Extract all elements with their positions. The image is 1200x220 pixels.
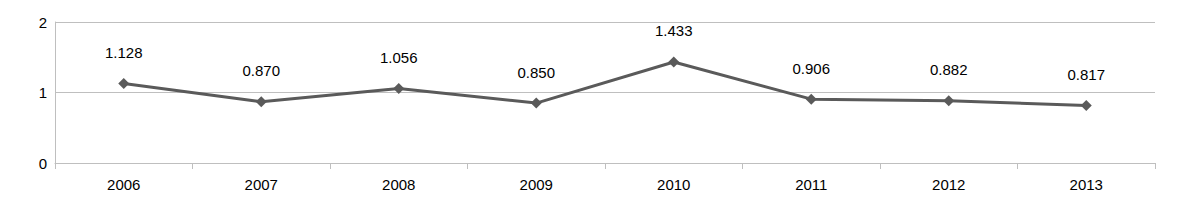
svg-text:1.056: 1.056 bbox=[380, 49, 418, 66]
svg-text:0.906: 0.906 bbox=[792, 60, 830, 77]
svg-text:2007: 2007 bbox=[245, 176, 278, 193]
svg-text:2008: 2008 bbox=[382, 176, 415, 193]
svg-text:0.882: 0.882 bbox=[930, 61, 968, 78]
svg-text:2010: 2010 bbox=[657, 176, 690, 193]
svg-text:2009: 2009 bbox=[520, 176, 553, 193]
svg-text:2006: 2006 bbox=[107, 176, 140, 193]
svg-text:0.850: 0.850 bbox=[517, 64, 555, 81]
svg-text:2013: 2013 bbox=[1070, 176, 1103, 193]
svg-text:1.128: 1.128 bbox=[105, 44, 143, 61]
svg-text:0.870: 0.870 bbox=[242, 62, 280, 79]
svg-text:1.433: 1.433 bbox=[655, 22, 693, 39]
svg-text:0: 0 bbox=[39, 155, 47, 172]
svg-text:2011: 2011 bbox=[795, 176, 827, 193]
svg-text:1: 1 bbox=[39, 84, 47, 101]
svg-text:2: 2 bbox=[39, 14, 47, 31]
svg-text:2012: 2012 bbox=[932, 176, 965, 193]
svg-text:0.817: 0.817 bbox=[1067, 66, 1105, 83]
